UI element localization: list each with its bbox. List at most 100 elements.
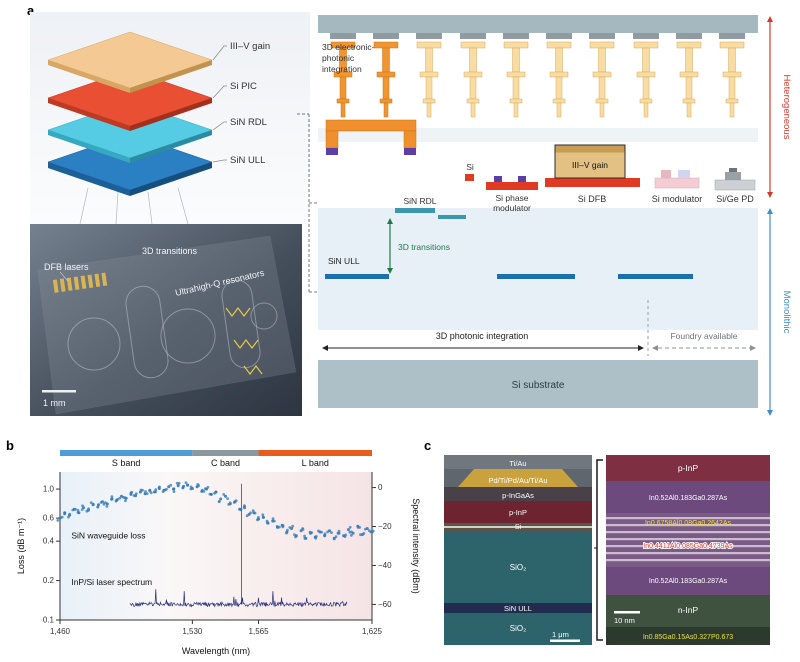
- tem-label-sch-lower: In0.52Al0.183Ga0.287As: [649, 578, 728, 585]
- svg-text:−60: −60: [378, 600, 392, 609]
- stack-label-sin-ull: SiN ULL: [230, 155, 265, 166]
- tem-label-qw: In0.6758Al0.08Ga0.2642As: [645, 520, 732, 527]
- tem-label-p-inp: p-InP: [678, 463, 699, 473]
- resonator-outlines: [67, 279, 278, 379]
- sem-p-ingaas-layer: [444, 487, 592, 501]
- photo-label-transitions: 3D transitions: [142, 246, 198, 256]
- interconnect-pillars: [330, 33, 745, 118]
- svg-text:1,460: 1,460: [50, 627, 71, 636]
- tem-label-barrier: In0.4411Al0.085Ga0.4739As: [643, 543, 733, 550]
- electronic-photonic-label: 3D electronic-photonic integration: [322, 42, 375, 75]
- sem-label-sio2-upper: SiO₂: [510, 563, 526, 572]
- photonic-integration-label: 3D photonic integration: [436, 331, 529, 341]
- sin-ull-bar-1: [325, 274, 389, 279]
- tem-image: p-InP In0.52Al0.183Ga0.287As In0.6758Al0…: [606, 455, 770, 645]
- tem-label-sch-upper: In0.52Al0.183Ga0.287As: [649, 495, 728, 502]
- svg-text:1,565: 1,565: [249, 627, 270, 636]
- tem-label-ingaasp: In0.85Ga0.15As0.327P0.673: [643, 634, 733, 641]
- connector-dashes: [297, 113, 319, 293]
- sin-ull-bar-3: [618, 274, 693, 279]
- sem-label-p-inp: p-InP: [509, 508, 527, 517]
- photo-scale-bar: [42, 390, 76, 393]
- chip-photograph: DFB lasers 3D transitions Ultrahigh-Q re…: [30, 224, 302, 416]
- panel-b-label: b: [6, 438, 14, 453]
- photonic-integration-arrow: [322, 345, 644, 351]
- sin-rdl-label: SiN RDL: [403, 196, 436, 206]
- sem-label-sio2-lower: SiO₂: [510, 624, 526, 633]
- sem-si-line: [444, 526, 592, 528]
- iii-v-gain-label: III–V gain: [572, 160, 608, 170]
- si-ge-pd-label: Si/Ge PD: [716, 194, 754, 204]
- tem-sch-lower: [606, 567, 770, 595]
- tem-qw-stripes: [606, 517, 770, 562]
- sem-scale-bar: [550, 639, 580, 642]
- svg-text:C band: C band: [211, 458, 240, 468]
- photo-label-dfb: DFB lasers: [44, 262, 89, 272]
- sem-label-si: Si: [515, 524, 522, 531]
- si-label: Si: [466, 162, 474, 172]
- transitions-arrow: [387, 218, 393, 274]
- stack-leader-lines: [212, 45, 227, 163]
- si-phase-modulator-label: Si phase modulator: [493, 194, 531, 213]
- sem-scale-label: 1 μm: [552, 630, 569, 639]
- stack-label-iii-v-gain: III–V gain: [230, 41, 270, 52]
- svg-text:0.6: 0.6: [43, 514, 55, 523]
- plot-background: [60, 472, 372, 620]
- sin-ull-bar-2: [497, 274, 575, 279]
- chart-annotation-0: SiN waveguide loss: [71, 530, 145, 540]
- schematic-cross-section: 3D electronic-photonic integration Si Si…: [318, 15, 792, 416]
- sem-sin-ull-layer: [444, 603, 592, 613]
- right-y-axis-label: Spectral intensity (dBm): [411, 498, 421, 594]
- svg-text:0: 0: [378, 483, 383, 492]
- chart-annotation-1: InP/Si laser spectrum: [71, 577, 152, 587]
- sem-label-p-ingaas: p-InGaAs: [502, 491, 534, 500]
- bond-interface-band: [318, 128, 758, 142]
- photo-scale-label: 1 mm: [43, 398, 66, 408]
- layer-stack-figure: III–V gain Si PIC SiN RDL SiN ULL: [30, 12, 310, 224]
- left-y-axis-label: Loss (dB m⁻¹): [16, 518, 26, 574]
- dfb-laser-array: [52, 272, 108, 293]
- panel-b-chart: S band C band L band 1.0 0.6 0.4 0.2 0.1 0 −20 −40…: [16, 450, 421, 656]
- svg-text:1.0: 1.0: [43, 485, 55, 494]
- tem-p-inp-region: [606, 455, 770, 481]
- svg-text:0.2: 0.2: [43, 576, 55, 585]
- si-modulator: [654, 170, 700, 189]
- tem-scale-label: 10 nm: [614, 616, 635, 625]
- si-phase-modulator-label-box: Si phase modulator: [493, 194, 531, 213]
- panel-c-label: c: [424, 438, 432, 453]
- laser-spectrum-trace: [129, 483, 348, 608]
- iii-v-gain-box: [554, 144, 626, 179]
- substrate-label: Si substrate: [512, 380, 565, 391]
- svg-text:S band: S band: [112, 458, 141, 468]
- tem-scale-bar: [614, 611, 640, 614]
- wavelength-bands: S band C band L band: [60, 450, 372, 468]
- svg-text:0.1: 0.1: [43, 616, 55, 625]
- sem-epoxy: [444, 455, 592, 469]
- sin-rdl-bar-2: [438, 215, 466, 219]
- sem-p-inp-layer: [444, 501, 592, 523]
- orange-interposer: [325, 119, 417, 155]
- foundry-label: Foundry available: [670, 331, 737, 341]
- oxide-band: [318, 208, 758, 330]
- si-modulator-label: Si modulator: [652, 194, 703, 204]
- si-square: [465, 174, 474, 181]
- svg-text:−20: −20: [378, 522, 392, 531]
- transitions-label: 3D transitions: [398, 242, 450, 252]
- gold-waveguide-marks: [225, 307, 263, 375]
- heterogeneous-label: Heterogeneous: [781, 75, 792, 140]
- si-ge-pd: [714, 168, 756, 191]
- sin-ull-label: SiN ULL: [328, 256, 360, 266]
- layer-si-pic: [47, 69, 213, 131]
- monolithic-label: Monolithic: [781, 291, 792, 334]
- sin-rdl-bar-1: [395, 208, 435, 213]
- svg-text:0.4: 0.4: [43, 537, 55, 546]
- sem-label-pd-stack: Pd/Ti/Pd/Au/Ti/Au: [488, 476, 547, 485]
- sem-label-ti-au: Ti/Au: [509, 459, 526, 468]
- x-axis-label: Wavelength (nm): [182, 646, 250, 656]
- si-phase-modulator: [486, 176, 538, 190]
- photo-background: [30, 224, 302, 416]
- sem-label-sin-ull: SiN ULL: [504, 604, 532, 613]
- fanout-lines: [79, 187, 189, 224]
- svg-text:1,625: 1,625: [362, 627, 383, 636]
